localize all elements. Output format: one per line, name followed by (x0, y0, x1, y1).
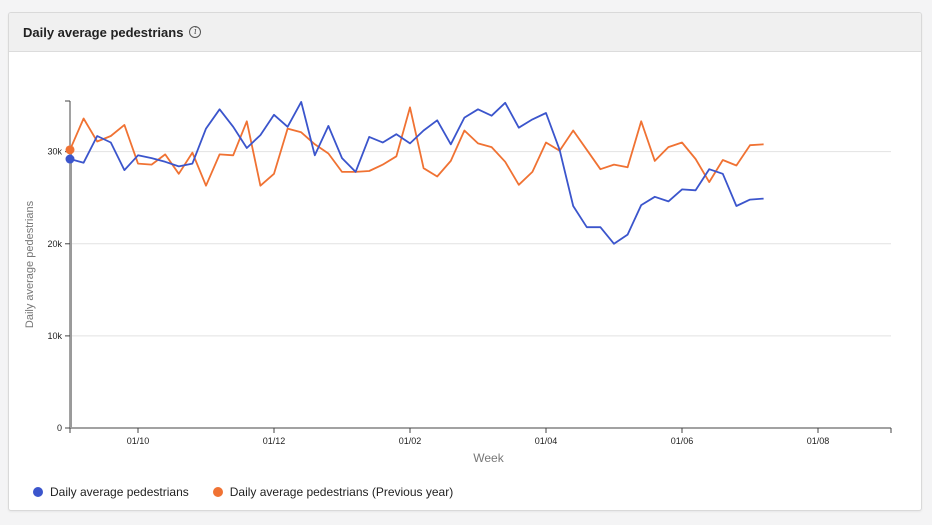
card-header: Daily average pedestrians i (9, 13, 921, 52)
hover-point-previous (65, 145, 75, 155)
legend-item-previous[interactable]: Daily average pedestrians (Previous year… (212, 485, 454, 499)
x-tick-label: 01/06 (671, 436, 694, 446)
gridlines (70, 151, 891, 337)
legend-label-current: Daily average pedestrians (50, 485, 189, 499)
y-tick-label: 10k (47, 331, 62, 341)
line-chart: 0 10k 20k 30k 01/10 01/12 01/02 01/04 01/06 01/08… (24, 100, 892, 465)
y-tick-label: 20k (47, 239, 62, 249)
y-tick-label: 30k (47, 147, 62, 157)
x-tick-label: 01/10 (127, 436, 150, 446)
card-title: Daily average pedestrians (23, 24, 184, 40)
x-tick-label: 01/12 (263, 436, 286, 446)
legend: Daily average pedestrians Daily average … (33, 485, 477, 499)
y-tick-label: 0 (57, 423, 62, 433)
legend-label-previous: Daily average pedestrians (Previous year… (229, 485, 454, 499)
series-line-current (69, 101, 764, 245)
chart-card: Daily average pedestrians i 0 10k 20k 30k 01… (8, 12, 922, 511)
x-tick-label: 01/08 (807, 436, 830, 446)
series-group (65, 101, 764, 428)
legend-item-current[interactable]: Daily average pedestrians (33, 485, 189, 499)
x-tick-label: 01/02 (399, 436, 422, 446)
y-axis-title: Daily average pedestrians (24, 200, 36, 328)
info-icon[interactable]: i (189, 26, 202, 38)
x-axis-title: Week (473, 451, 504, 465)
axes: 0 10k 20k 30k 01/10 01/12 01/02 01/04 01/06 01/08 (47, 100, 892, 446)
hover-point-current (65, 154, 75, 164)
legend-swatch-current (33, 487, 43, 497)
series-line-previous (69, 106, 764, 187)
x-tick-label: 01/04 (535, 436, 558, 446)
legend-swatch-previous (212, 487, 223, 497)
